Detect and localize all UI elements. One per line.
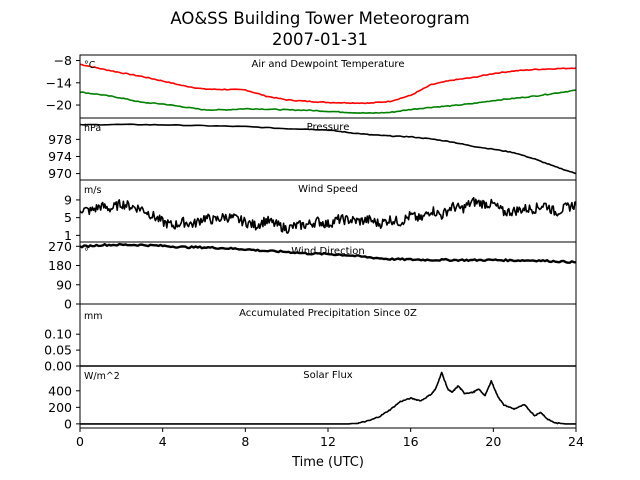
y-tick-label: 270 — [48, 239, 72, 254]
series-line-6-1 — [80, 371, 576, 425]
panel-unit-label: m/s — [84, 185, 101, 196]
y-tick-label: 0.10 — [44, 327, 72, 342]
y-tick-label: 9 — [64, 192, 72, 207]
panel-title: Air and Dewpoint Temperature — [252, 59, 405, 70]
panel-title: Pressure — [307, 122, 350, 133]
panel-unit-label: mm — [84, 311, 103, 322]
x-tick-label: 4 — [159, 434, 167, 449]
series-line-2-1 — [79, 123, 577, 175]
series-line-1-2 — [79, 89, 577, 114]
chart-title: AO&SS Building Tower Meteorogram — [170, 9, 469, 28]
y-tick-label: 400 — [48, 383, 72, 398]
panels-group: −8 −14 −20 °C Air and Dewpoint Temperature 97… — [44, 53, 577, 431]
panel-5: 0.100.050.00 mm Accumulated Precipitation … — [44, 303, 577, 374]
y-tick-label: 5 — [64, 210, 72, 225]
y-tick-label: 90 — [56, 277, 72, 292]
x-tick-label: 12 — [320, 434, 336, 449]
panel-unit-label: W/m^2 — [84, 371, 120, 382]
panel-title: Wind Speed — [298, 184, 358, 195]
x-tick-label: 20 — [485, 434, 501, 449]
series-line-3-1 — [79, 197, 577, 234]
panel-3: 9 5 1 m/s Wind Speed — [64, 179, 577, 243]
series-line-1-1 — [79, 63, 577, 105]
panel-4: 270 180 90 0 ° Wind Direction — [48, 239, 577, 312]
y-tick-label: 0 — [64, 297, 72, 312]
panel-title: Accumulated Precipitation Since 0Z — [239, 308, 417, 319]
x-tick-label: 24 — [568, 434, 584, 449]
y-tick-label: 180 — [48, 258, 72, 273]
y-tick-label: 0 — [64, 416, 72, 431]
panel-unit-label: hPa — [84, 123, 101, 134]
panel-title: Wind Direction — [291, 246, 365, 257]
x-tick-label: 8 — [241, 434, 249, 449]
y-tick-label: −14 — [46, 75, 72, 90]
x-axis: 0 4 8 12 16 20 24 — [76, 428, 584, 449]
y-tick-label: 0.05 — [44, 343, 72, 358]
series-line-4-1 — [79, 242, 577, 264]
y-tick-label: 1 — [64, 228, 72, 243]
x-tick-label: 0 — [76, 434, 84, 449]
panel-unit-label: ° — [84, 247, 89, 258]
y-tick-label: −8 — [54, 53, 72, 68]
y-tick-label: 970 — [48, 166, 72, 181]
y-tick-label: 978 — [48, 132, 72, 147]
panel-title: Solar Flux — [303, 370, 353, 381]
panel-1: −8 −14 −20 °C Air and Dewpoint Temperature — [46, 53, 577, 119]
y-tick-label: 0.00 — [44, 359, 72, 374]
x-tick-label: 16 — [403, 434, 419, 449]
x-axis-label: Time (UTC) — [291, 455, 364, 470]
y-tick-label: 974 — [48, 149, 72, 164]
panel-2: 978 974 970 hPa Pressure — [48, 117, 577, 181]
panel-unit-label: °C — [84, 60, 96, 71]
chart-subtitle: 2007-01-31 — [272, 30, 368, 49]
y-tick-label: 200 — [48, 400, 72, 415]
y-tick-label: −20 — [46, 98, 72, 113]
